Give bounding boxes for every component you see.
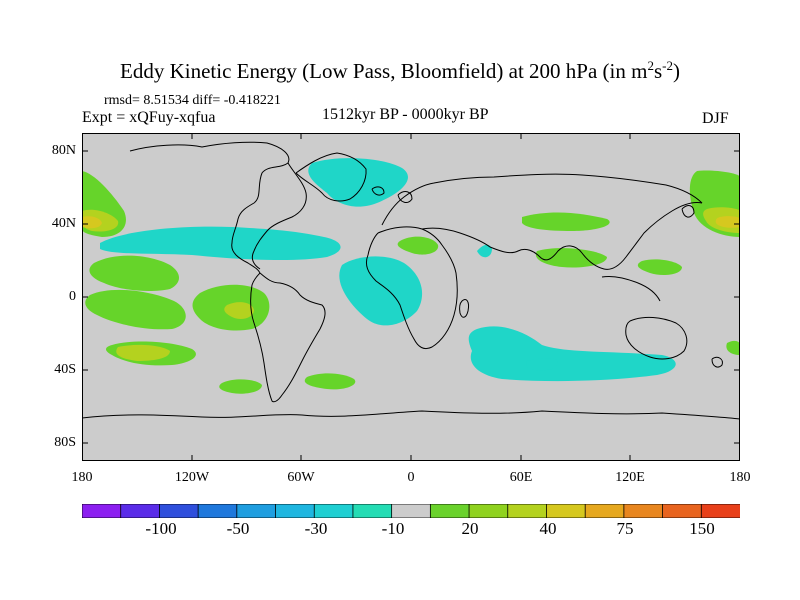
colorbar-swatch <box>391 504 432 518</box>
lon-label: 60W <box>287 470 315 485</box>
colorbar-label: -100 <box>145 519 177 538</box>
contour-pacific-north-tropic <box>89 255 179 291</box>
contour-central-pacific <box>85 289 186 330</box>
coast-eurasia-south <box>421 202 703 270</box>
coast-south-america <box>250 272 326 403</box>
colorbar-label: -30 <box>304 519 328 538</box>
coast-uk <box>397 191 413 203</box>
lon-label: 120W <box>174 470 210 485</box>
contour-east-pacific-inner <box>224 302 254 319</box>
colorbar-swatch <box>352 504 393 518</box>
colorbar-swatch <box>429 504 470 518</box>
contour-med <box>397 236 439 255</box>
cyan-contours <box>100 158 676 382</box>
colorbar-swatch <box>623 504 664 518</box>
lat-label: 40N <box>51 216 76 231</box>
period-label: 1512kyr BP - 0000kyr BP <box>322 106 489 123</box>
coast-africa <box>365 226 458 350</box>
lon-label: 120E <box>615 470 645 485</box>
lon-label: 180 <box>71 470 93 485</box>
coast-north-america-east <box>251 162 307 270</box>
coast-north-america-west <box>129 141 290 274</box>
colorbar-swatch <box>120 504 161 518</box>
experiment-label: Expt = xQFuy-xqfua <box>82 109 216 126</box>
contour-south-pacific-inner <box>116 344 170 361</box>
lon-label: 60E <box>509 470 533 485</box>
colorbar-swatch <box>313 504 354 518</box>
coast-japan <box>681 205 695 218</box>
colorbar-label: -50 <box>226 519 250 538</box>
contour-north-atlantic <box>308 158 408 207</box>
contour-central-asia <box>522 212 610 231</box>
colorbar-swatch <box>468 504 509 518</box>
map-frame <box>82 133 740 461</box>
coast-antarctica <box>82 410 740 420</box>
colorbar-label: -10 <box>381 519 405 538</box>
coast-indonesia <box>601 276 661 302</box>
colorbar-swatch <box>507 504 548 518</box>
contour-east-core <box>715 216 740 228</box>
colorbar-swatch <box>82 504 122 518</box>
colorbar-swatch <box>662 504 703 518</box>
contour-south-pacific-small <box>219 379 262 394</box>
contour-southern-indian <box>468 326 676 382</box>
coastlines <box>82 141 740 420</box>
colorbar-swatch <box>700 504 740 518</box>
colorbar-swatch <box>275 504 316 518</box>
lon-label: 180 <box>729 470 751 485</box>
contour-west-core <box>82 216 102 229</box>
contour-west-pacific-small <box>637 259 682 275</box>
colorbar-swatch <box>236 504 277 518</box>
lon-label: 0 <box>407 470 415 485</box>
coast-madagascar <box>459 298 469 318</box>
season-label: DJF <box>702 110 729 127</box>
colorbar <box>82 504 740 518</box>
world-map <box>82 133 740 461</box>
colorbar-label: 40 <box>539 519 557 538</box>
coast-eurasia-north <box>381 173 703 226</box>
contour-east-south-edge <box>726 340 740 355</box>
chart-title: Eddy Kinetic Energy (Low Pass, Bloomfiel… <box>120 58 680 83</box>
colorbar-swatch <box>546 504 587 518</box>
lat-label: 0 <box>69 289 76 304</box>
colorbar-label: 20 <box>461 519 479 538</box>
stats-text: rmsd= 8.51534 diff= -0.418221 <box>104 93 281 108</box>
coast-greenland <box>295 152 367 202</box>
lat-label: 80S <box>54 435 76 450</box>
contour-south-atlantic-small <box>304 373 356 390</box>
contour-south-asia <box>535 248 607 268</box>
colorbar-swatch <box>197 504 238 518</box>
lat-label: 80N <box>51 143 76 158</box>
lat-label: 40S <box>54 362 76 377</box>
colorbar-label: 150 <box>689 519 715 538</box>
contour-arabian-sea <box>477 244 492 258</box>
colorbar-swatch <box>584 504 625 518</box>
coast-iceland <box>371 186 385 196</box>
contour-pacific-band <box>100 226 341 261</box>
colorbar-label: 75 <box>616 519 634 538</box>
coast-australia <box>625 316 688 360</box>
coast-new-zealand <box>711 356 723 368</box>
colorbar-swatch <box>159 504 200 518</box>
contour-southern-inner <box>526 358 558 371</box>
yellow-contours <box>82 216 740 229</box>
